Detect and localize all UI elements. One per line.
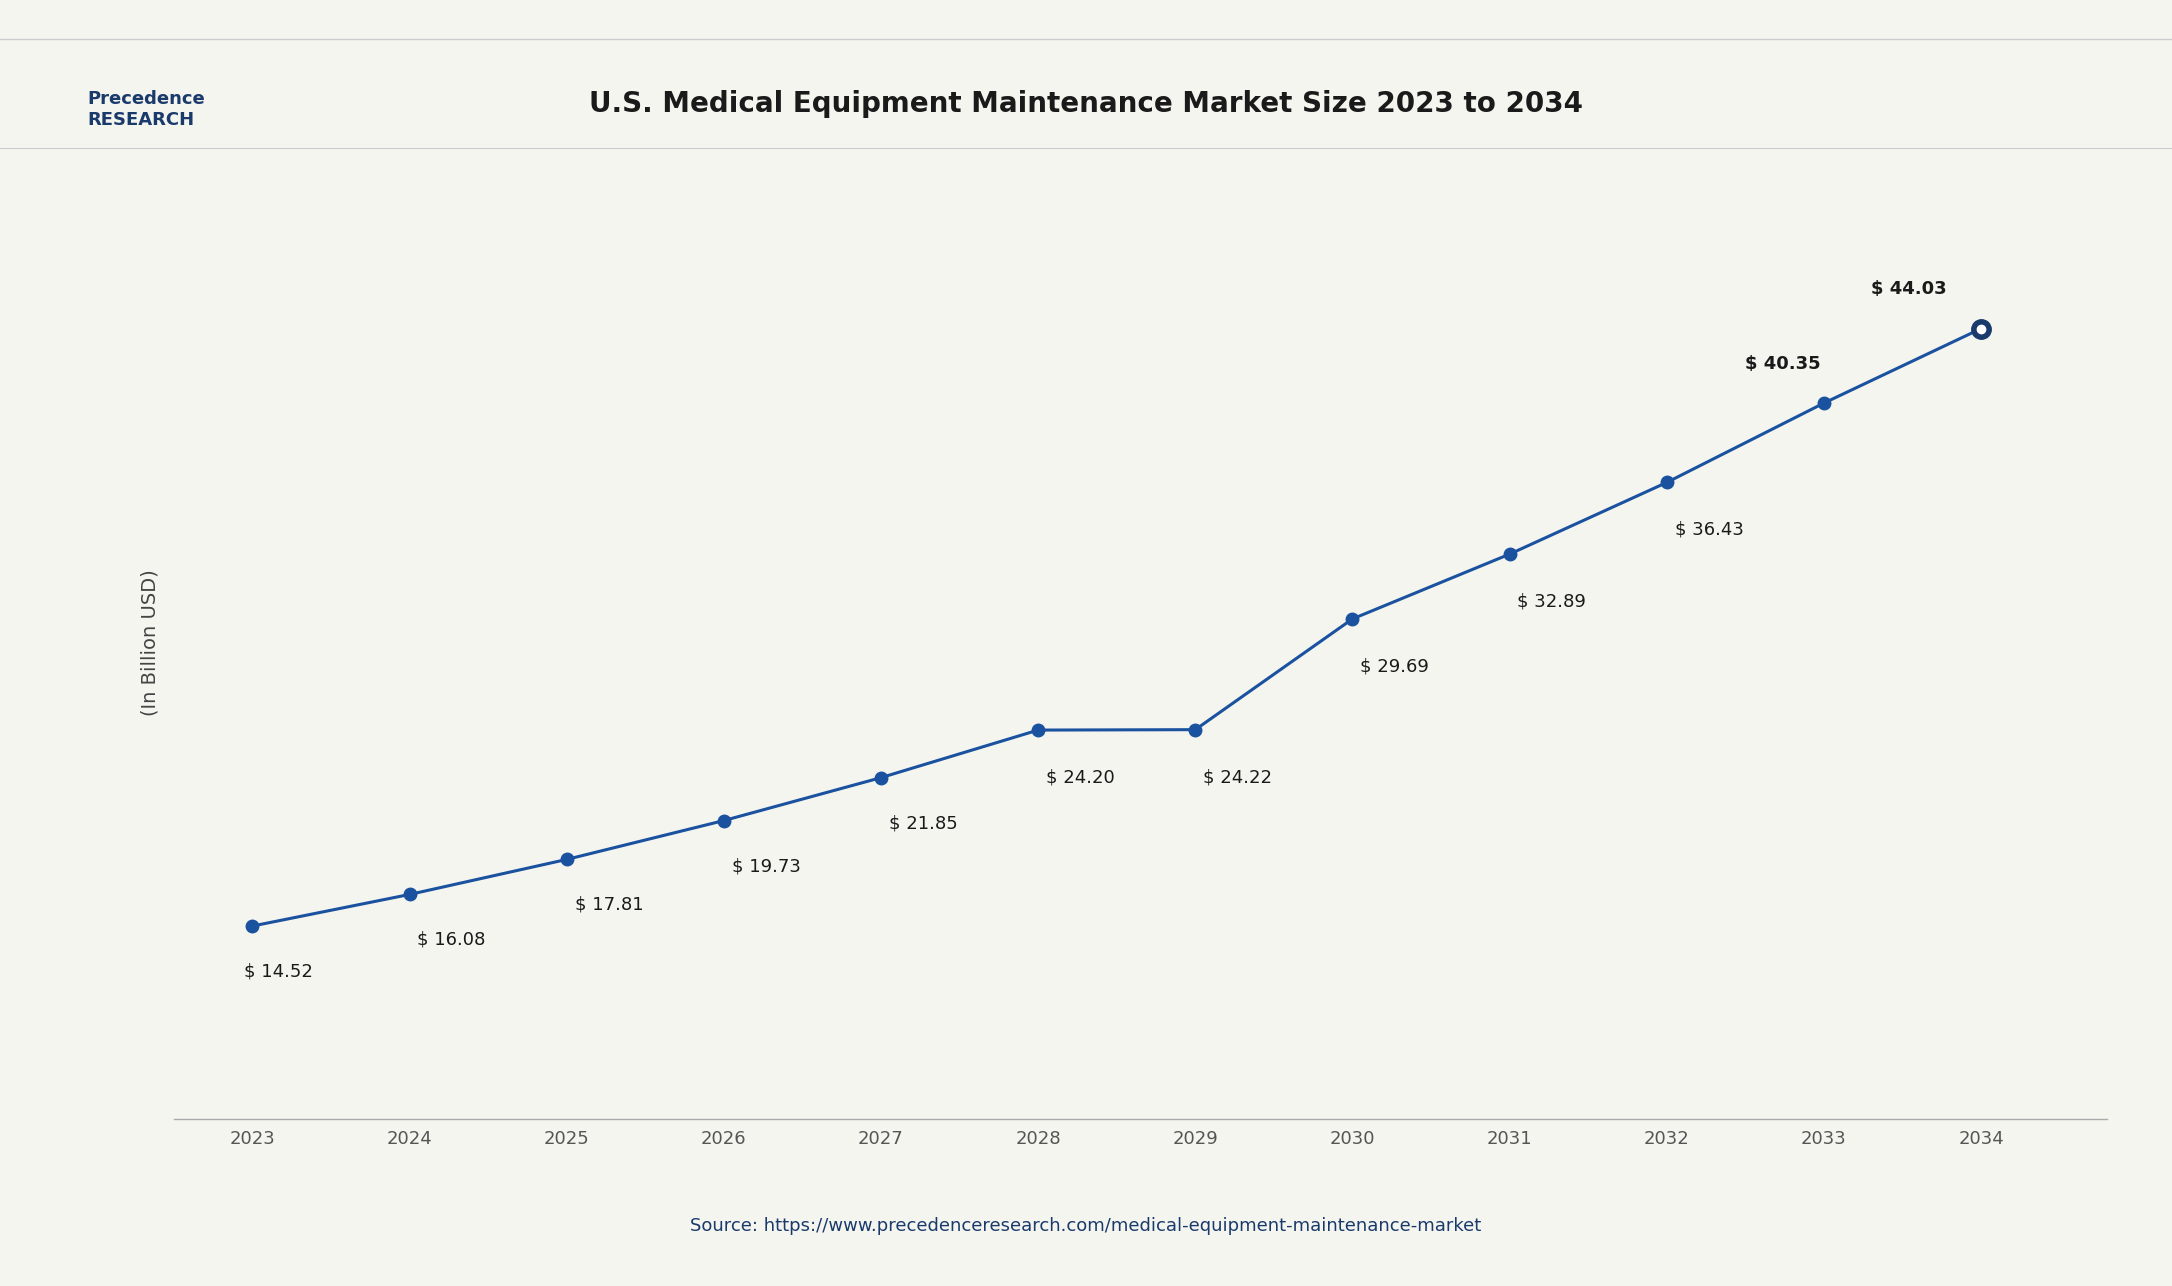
Text: $ 32.89: $ 32.89 <box>1518 593 1586 611</box>
Text: Precedence
RESEARCH: Precedence RESEARCH <box>87 90 204 129</box>
Y-axis label: (In Billion USD): (In Billion USD) <box>141 570 161 716</box>
Text: $ 17.81: $ 17.81 <box>576 896 643 914</box>
Text: $ 44.03: $ 44.03 <box>1870 280 1946 298</box>
Text: $ 24.22: $ 24.22 <box>1203 768 1273 786</box>
Text: $ 36.43: $ 36.43 <box>1675 521 1744 539</box>
Text: $ 14.52: $ 14.52 <box>245 962 313 980</box>
Text: $ 40.35: $ 40.35 <box>1746 355 1820 373</box>
Text: $ 19.73: $ 19.73 <box>732 856 801 874</box>
Text: $ 24.20: $ 24.20 <box>1047 769 1114 787</box>
Text: U.S. Medical Equipment Maintenance Market Size 2023 to 2034: U.S. Medical Equipment Maintenance Marke… <box>589 90 1583 118</box>
Text: $ 21.85: $ 21.85 <box>888 814 958 832</box>
Text: $ 16.08: $ 16.08 <box>417 931 487 949</box>
Text: $ 29.69: $ 29.69 <box>1360 657 1429 675</box>
Text: Source: https://www.precedenceresearch.com/medical-equipment-maintenance-market: Source: https://www.precedenceresearch.c… <box>691 1217 1481 1235</box>
